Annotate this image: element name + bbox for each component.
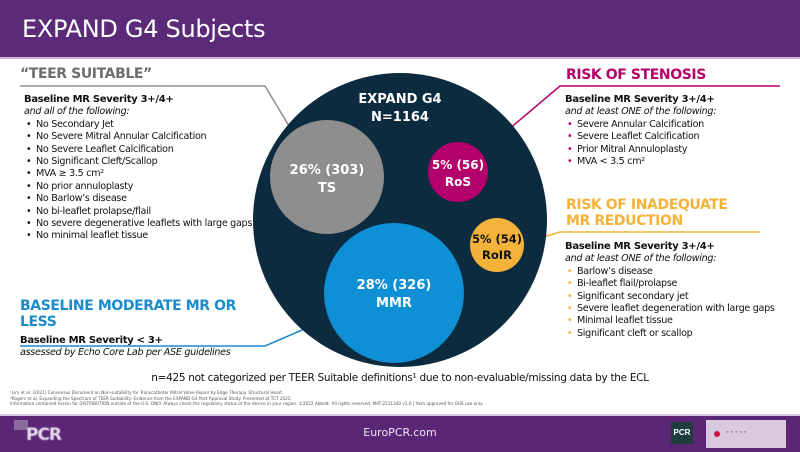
mmr-pct: 28% (326) (357, 278, 432, 293)
mmr-label: MMR (376, 296, 412, 311)
list-item: No Severe Leaflet Calcification (24, 144, 264, 157)
teer-severity: Baseline MR Severity 3+/4+ (24, 94, 174, 105)
list-item: MVA ≥ 3.5 cm² (24, 168, 264, 181)
roir-circle (470, 218, 524, 272)
teer-qualifier: and all of the following: (24, 106, 130, 118)
list-item: Severe Leaflet Calcification (565, 131, 795, 144)
footnote: Information contained herein for DISTRIB… (10, 401, 484, 407)
list-item: No Severe Mitral Annular Calcification (24, 131, 264, 144)
roir-qualifier: and at least ONE of the following: (565, 253, 717, 265)
roir-criteria: Baseline MR Severity 3+/4+ and at least … (565, 241, 797, 341)
teer-title: “TEER SUITABLE” (20, 66, 152, 82)
roir-title: RISK OF INADEQUATE MR REDUCTION (566, 197, 728, 229)
roir-title-line1: RISK OF INADEQUATE (566, 197, 728, 213)
europcr-logo: PCR (14, 420, 62, 448)
list-item: No minimal leaflet tissue (24, 230, 264, 243)
roir-label: RoIR (482, 248, 512, 262)
mmr-title-line1: BASELINE MODERATE MR OR (20, 298, 237, 314)
partner-logo-text: ▪▪▪▪▪ (726, 429, 749, 436)
footer-bar: PCR EuroPCR.com PCR ▪▪▪▪▪ (0, 414, 800, 452)
list-item: No prior annuloplasty (24, 181, 264, 194)
list-item: No severe degenerative leaflets with lar… (24, 218, 264, 231)
mmr-title: BASELINE MODERATE MR OR LESS (20, 298, 236, 330)
partner-logo-mark (714, 431, 720, 437)
list-item: Significant secondary jet (565, 291, 797, 304)
ros-severity: Baseline MR Severity 3+/4+ (565, 94, 715, 105)
ts-circle (270, 120, 384, 234)
center-title: EXPAND G4 (358, 92, 441, 107)
list-item: Minimal leaflet tissue (565, 315, 797, 328)
list-item: Significant cleft or scallop (565, 328, 797, 341)
list-item: MVA < 3.5 cm² (565, 156, 795, 169)
roir-list: Barlow’s disease Bi-leaflet flail/prolap… (565, 266, 797, 341)
footnotes: ¹Lim et al. (2021) Consensus Document on… (10, 390, 610, 407)
list-item: Severe Annular Calcification (565, 119, 795, 132)
list-item: No Significant Cleft/Scallop (24, 156, 264, 169)
roir-severity: Baseline MR Severity 3+/4+ (565, 241, 715, 252)
center-n: N=1164 (371, 110, 429, 125)
list-item: No Secondary Jet (24, 119, 264, 132)
list-item: Barlow’s disease (565, 266, 797, 279)
header-bar: EXPAND G4 Subjects (0, 0, 800, 59)
page-title: EXPAND G4 Subjects (22, 15, 266, 43)
footer-url[interactable]: EuroPCR.com (363, 426, 437, 439)
pcr-logo: PCR (671, 422, 693, 444)
footnote: ¹Lim et al. (2021) Consensus Document on… (10, 390, 284, 395)
ros-circle (428, 142, 488, 202)
roir-pct: 5% (54) (472, 232, 522, 246)
ts-pct: 26% (303) (290, 163, 365, 178)
teer-list: No Secondary Jet No Severe Mitral Annula… (24, 119, 264, 243)
mmr-criteria: Baseline MR Severity < 3+ assessed by Ec… (20, 335, 260, 360)
teer-connector-line (20, 85, 293, 132)
ros-title: RISK OF STENOSIS (566, 67, 706, 83)
mmr-title-line2: LESS (20, 314, 57, 330)
ros-criteria: Baseline MR Severity 3+/4+ and at least … (565, 94, 795, 169)
list-item: No bi-leaflet prolapse/flail (24, 206, 264, 219)
logo-mark (14, 420, 28, 430)
mmr-circle (324, 223, 464, 363)
roir-title-line2: MR REDUCTION (566, 213, 683, 229)
footnote: ²Rogers et al. Expanding the Spectrum of… (10, 395, 292, 401)
ros-label: RoS (445, 175, 471, 189)
list-item: Prior Mitral Annuloplasty (565, 144, 795, 157)
ros-list: Severe Annular Calcification Severe Leaf… (565, 119, 795, 169)
uncategorized-note: n=425 not categorized per TEER Suitable … (151, 372, 649, 384)
teer-criteria: Baseline MR Severity 3+/4+ and all of th… (24, 94, 264, 243)
list-item: Severe leaflet degeneration with large g… (565, 303, 797, 316)
ros-qualifier: and at least ONE of the following: (565, 106, 717, 118)
partner-logo: ▪▪▪▪▪ (706, 420, 786, 448)
ros-pct: 5% (56) (432, 158, 484, 172)
list-item: Bi-leaflet flail/prolapse (565, 278, 797, 291)
list-item: No Barlow’s disease (24, 193, 264, 206)
logo-left-text: PCR (26, 425, 62, 445)
mmr-qualifier: assessed by Echo Core Lab per ASE guidel… (20, 347, 231, 359)
ts-label: TS (318, 181, 336, 196)
mmr-severity: Baseline MR Severity < 3+ (20, 335, 163, 346)
